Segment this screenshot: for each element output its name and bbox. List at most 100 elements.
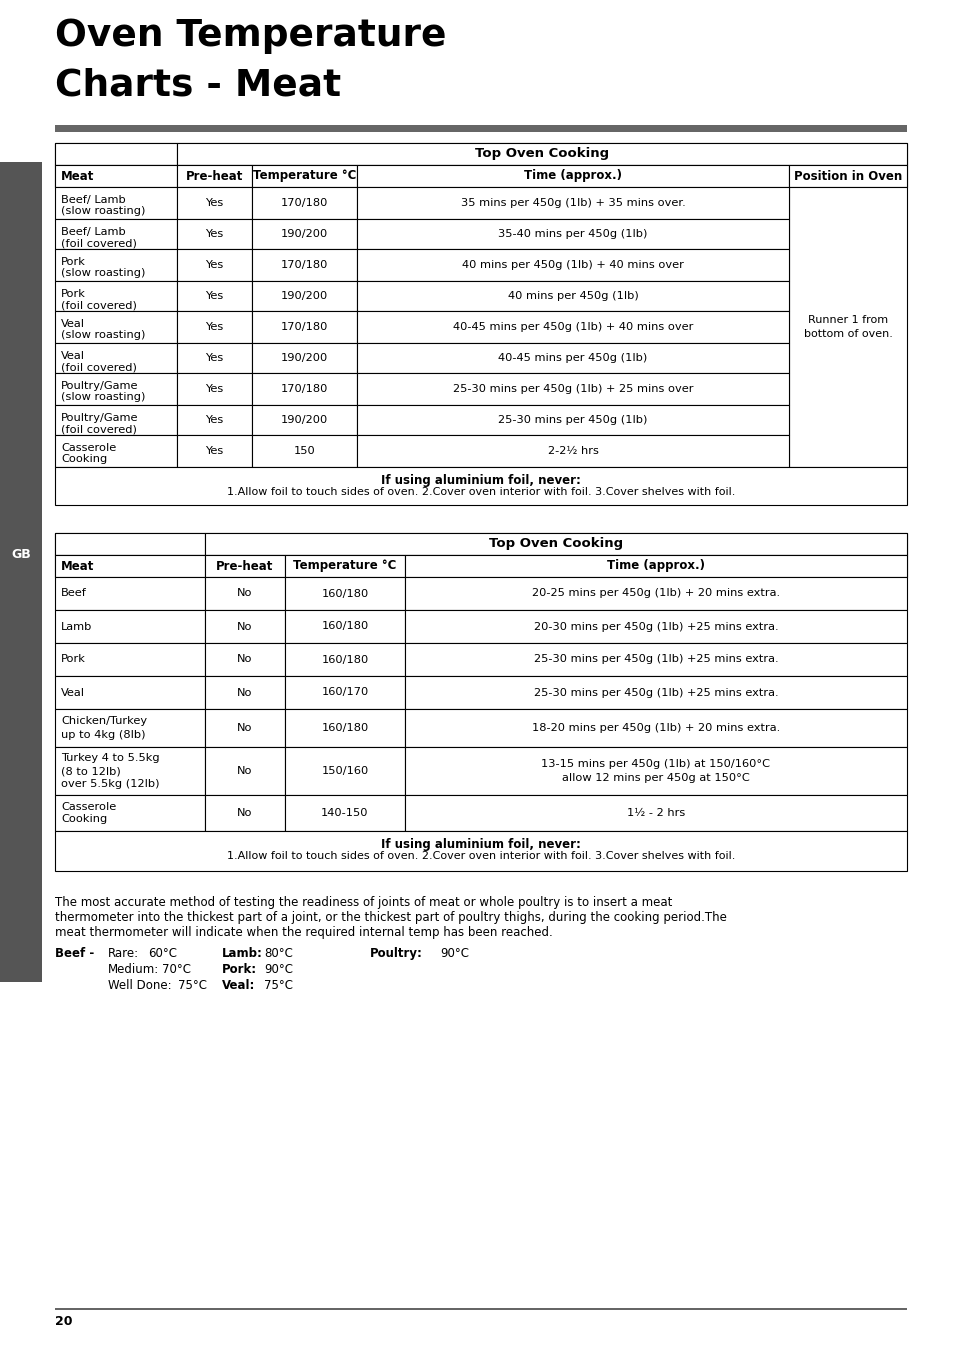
Text: 140-150: 140-150 xyxy=(321,808,369,817)
Text: Medium:: Medium: xyxy=(108,963,159,975)
Text: Casserole: Casserole xyxy=(61,801,116,812)
Bar xyxy=(177,249,252,281)
Bar xyxy=(177,311,252,343)
Text: thermometer into the thickest part of a joint, or the thickest part of poultry t: thermometer into the thickest part of a … xyxy=(55,911,726,924)
Bar xyxy=(55,555,205,577)
Bar xyxy=(55,747,205,794)
Text: No: No xyxy=(237,589,253,598)
Text: (foil covered): (foil covered) xyxy=(61,424,136,434)
Bar xyxy=(205,611,285,643)
Bar xyxy=(0,162,42,982)
Bar xyxy=(205,577,285,611)
Text: Position in Oven: Position in Oven xyxy=(793,169,902,182)
Bar xyxy=(285,747,405,794)
Bar xyxy=(177,186,252,219)
Text: Beef/ Lamb: Beef/ Lamb xyxy=(61,195,126,205)
Text: Yes: Yes xyxy=(205,322,223,332)
Bar xyxy=(55,405,177,435)
Text: Top Oven Cooking: Top Oven Cooking xyxy=(475,147,608,161)
Bar xyxy=(252,343,356,373)
Bar xyxy=(252,186,356,219)
Bar xyxy=(405,794,906,831)
Text: Beef/ Lamb: Beef/ Lamb xyxy=(61,227,126,236)
Text: 90°C: 90°C xyxy=(439,947,469,961)
Text: No: No xyxy=(237,688,253,697)
Bar xyxy=(285,611,405,643)
Bar xyxy=(252,373,356,405)
Bar xyxy=(55,676,205,709)
Text: Veal: Veal xyxy=(61,688,85,697)
Bar xyxy=(285,709,405,747)
Text: Beef: Beef xyxy=(61,589,87,598)
Text: 160/180: 160/180 xyxy=(321,654,368,665)
Text: No: No xyxy=(237,766,253,775)
Bar xyxy=(285,643,405,676)
Text: Yes: Yes xyxy=(205,415,223,426)
Text: 35-40 mins per 450g (1lb): 35-40 mins per 450g (1lb) xyxy=(497,230,647,239)
Text: 75°C: 75°C xyxy=(264,979,293,992)
Bar xyxy=(55,143,906,165)
Text: up to 4kg (8lb): up to 4kg (8lb) xyxy=(61,730,146,739)
Bar xyxy=(55,373,177,405)
Bar xyxy=(55,165,906,186)
Text: Yes: Yes xyxy=(205,199,223,208)
Text: meat thermometer will indicate when the required internal temp has been reached.: meat thermometer will indicate when the … xyxy=(55,925,552,939)
Text: 190/200: 190/200 xyxy=(280,230,328,239)
Text: 160/170: 160/170 xyxy=(321,688,368,697)
Bar xyxy=(55,555,906,577)
Bar xyxy=(356,186,788,219)
Bar xyxy=(405,709,906,747)
Text: Pre-heat: Pre-heat xyxy=(186,169,243,182)
Bar xyxy=(205,676,285,709)
Text: Poultry:: Poultry: xyxy=(370,947,422,961)
Text: (slow roasting): (slow roasting) xyxy=(61,267,145,278)
Text: 160/180: 160/180 xyxy=(321,723,368,734)
Bar xyxy=(177,143,906,165)
Text: No: No xyxy=(237,723,253,734)
Text: 25-30 mins per 450g (1lb) +25 mins extra.: 25-30 mins per 450g (1lb) +25 mins extra… xyxy=(533,654,778,665)
Text: Time (approx.): Time (approx.) xyxy=(523,169,621,182)
Text: Chicken/Turkey: Chicken/Turkey xyxy=(61,716,147,727)
Bar xyxy=(356,281,788,311)
Text: 60°C: 60°C xyxy=(148,947,177,961)
Bar xyxy=(405,676,906,709)
Text: The most accurate method of testing the readiness of joints of meat or whole pou: The most accurate method of testing the … xyxy=(55,896,672,909)
Bar xyxy=(285,555,405,577)
Text: No: No xyxy=(237,654,253,665)
Bar xyxy=(55,577,205,611)
Text: Temperature °C: Temperature °C xyxy=(293,559,396,573)
Text: 25-30 mins per 450g (1lb) +25 mins extra.: 25-30 mins per 450g (1lb) +25 mins extra… xyxy=(533,688,778,697)
Text: Poultry/Game: Poultry/Game xyxy=(61,381,138,390)
Text: 160/180: 160/180 xyxy=(321,621,368,631)
Bar xyxy=(252,281,356,311)
Text: (slow roasting): (slow roasting) xyxy=(61,330,145,340)
Bar xyxy=(55,143,177,165)
Text: 80°C: 80°C xyxy=(264,947,293,961)
Text: (foil covered): (foil covered) xyxy=(61,300,136,309)
Bar xyxy=(405,555,906,577)
Text: 13-15 mins per 450g (1lb) at 150/160°C: 13-15 mins per 450g (1lb) at 150/160°C xyxy=(541,759,770,769)
Text: Yes: Yes xyxy=(205,384,223,394)
Text: (slow roasting): (slow roasting) xyxy=(61,205,145,216)
Bar xyxy=(55,534,906,555)
Text: 170/180: 170/180 xyxy=(280,384,328,394)
Text: Pork: Pork xyxy=(61,289,86,299)
Bar xyxy=(205,709,285,747)
Bar xyxy=(252,219,356,249)
Text: 20-30 mins per 450g (1lb) +25 mins extra.: 20-30 mins per 450g (1lb) +25 mins extra… xyxy=(533,621,778,631)
Text: GB: GB xyxy=(11,549,30,562)
Bar xyxy=(55,249,177,281)
Text: If using aluminium foil, never:: If using aluminium foil, never: xyxy=(380,838,580,851)
Text: 20-25 mins per 450g (1lb) + 20 mins extra.: 20-25 mins per 450g (1lb) + 20 mins extr… xyxy=(532,589,780,598)
Text: 25-30 mins per 450g (1lb) + 25 mins over: 25-30 mins per 450g (1lb) + 25 mins over xyxy=(453,384,693,394)
Bar xyxy=(177,435,252,467)
Bar xyxy=(55,467,906,505)
Bar xyxy=(55,709,205,747)
Text: Cooking: Cooking xyxy=(61,454,107,463)
Text: 40-45 mins per 450g (1lb): 40-45 mins per 450g (1lb) xyxy=(497,353,647,363)
Text: 190/200: 190/200 xyxy=(280,290,328,301)
Bar xyxy=(177,373,252,405)
Text: Well Done:: Well Done: xyxy=(108,979,172,992)
Text: Veal:: Veal: xyxy=(222,979,255,992)
Text: No: No xyxy=(237,808,253,817)
